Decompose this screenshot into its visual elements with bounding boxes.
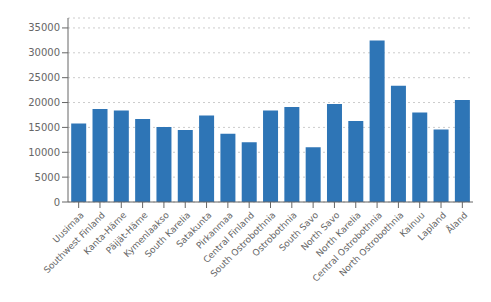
svg-text:30000: 30000 — [28, 47, 60, 58]
svg-text:North Karelia: North Karelia — [314, 210, 363, 259]
svg-text:5000: 5000 — [35, 172, 60, 183]
svg-text:Satakunta: Satakunta — [174, 210, 214, 250]
svg-text:0: 0 — [54, 197, 60, 208]
svg-text:Päijät-Häme: Päijät-Häme — [104, 210, 150, 256]
svg-text:25000: 25000 — [28, 72, 60, 83]
svg-text:Central Ostrobothnia: Central Ostrobothnia — [310, 210, 385, 284]
svg-text:South Ostrobothnia: South Ostrobothnia — [208, 210, 278, 279]
svg-text:North Ostrobothnia: North Ostrobothnia — [337, 210, 405, 278]
svg-text:Kainuu: Kainuu — [397, 210, 427, 239]
svg-text:Kymenlaakso: Kymenlaakso — [121, 210, 171, 260]
svg-text:10000: 10000 — [28, 147, 60, 158]
svg-text:Åland: Åland — [444, 209, 470, 235]
svg-text:35000: 35000 — [28, 22, 60, 33]
svg-text:15000: 15000 — [28, 122, 60, 133]
svg-text:South Karelia: South Karelia — [142, 210, 193, 260]
svg-text:Uusimaa: Uusimaa — [50, 210, 86, 245]
svg-text:Central Finland: Central Finland — [201, 210, 257, 265]
svg-text:Kanta-Häme: Kanta-Häme — [81, 210, 129, 257]
svg-text:North Savo: North Savo — [299, 210, 342, 253]
svg-text:20000: 20000 — [28, 97, 60, 108]
svg-text:Ostrobothnia: Ostrobothnia — [250, 210, 299, 259]
svg-text:Southwest Finland: Southwest Finland — [41, 210, 107, 276]
svg-text:Pirkanmaa: Pirkanmaa — [194, 210, 235, 251]
svg-text:South Savo: South Savo — [277, 210, 321, 254]
svg-text:Lapland: Lapland — [416, 210, 448, 242]
